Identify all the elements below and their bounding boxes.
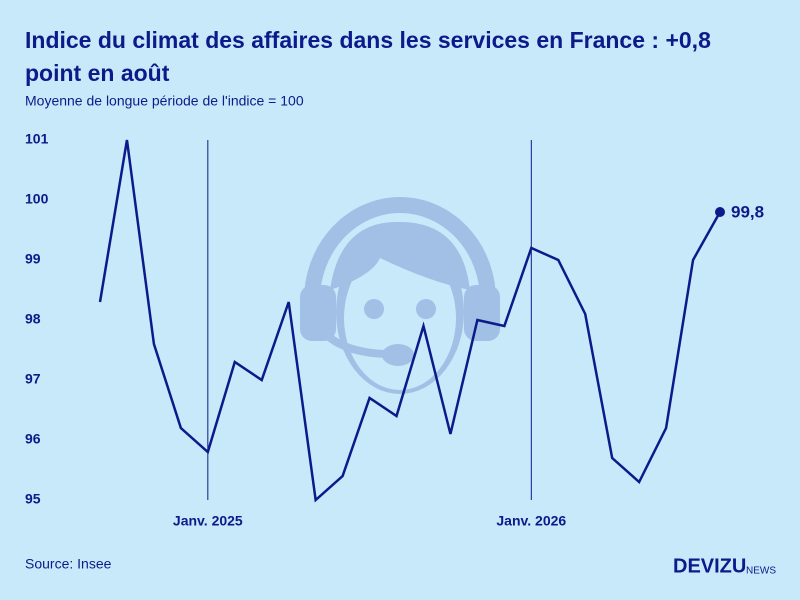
y-tick-label: 95 xyxy=(25,491,41,507)
end-point xyxy=(715,207,725,217)
line xyxy=(98,139,722,503)
x-tick-label: Janv. 2025 xyxy=(173,513,243,529)
chart-title: Indice du climat des affaires dans les s… xyxy=(25,27,711,53)
value-label: 99,8 xyxy=(731,202,764,221)
y-tick-label: 98 xyxy=(25,311,41,327)
y-tick-label: 96 xyxy=(25,431,41,447)
chart-title-line2: point en août xyxy=(25,60,170,86)
source: Source: Insee xyxy=(25,556,112,572)
logo: DEVIZU xyxy=(673,555,746,577)
y-tick-label: 99 xyxy=(25,251,41,267)
y-tick-label: 97 xyxy=(25,371,41,387)
y-tick-label: 100 xyxy=(25,191,49,207)
logo-suffix: NEWS xyxy=(746,566,776,577)
chart-subtitle: Moyenne de longue période de l'indice = … xyxy=(25,93,304,109)
x-tick-label: Janv. 2026 xyxy=(496,513,566,529)
headset-icon xyxy=(300,197,500,394)
y-tick-label: 101 xyxy=(25,131,49,147)
